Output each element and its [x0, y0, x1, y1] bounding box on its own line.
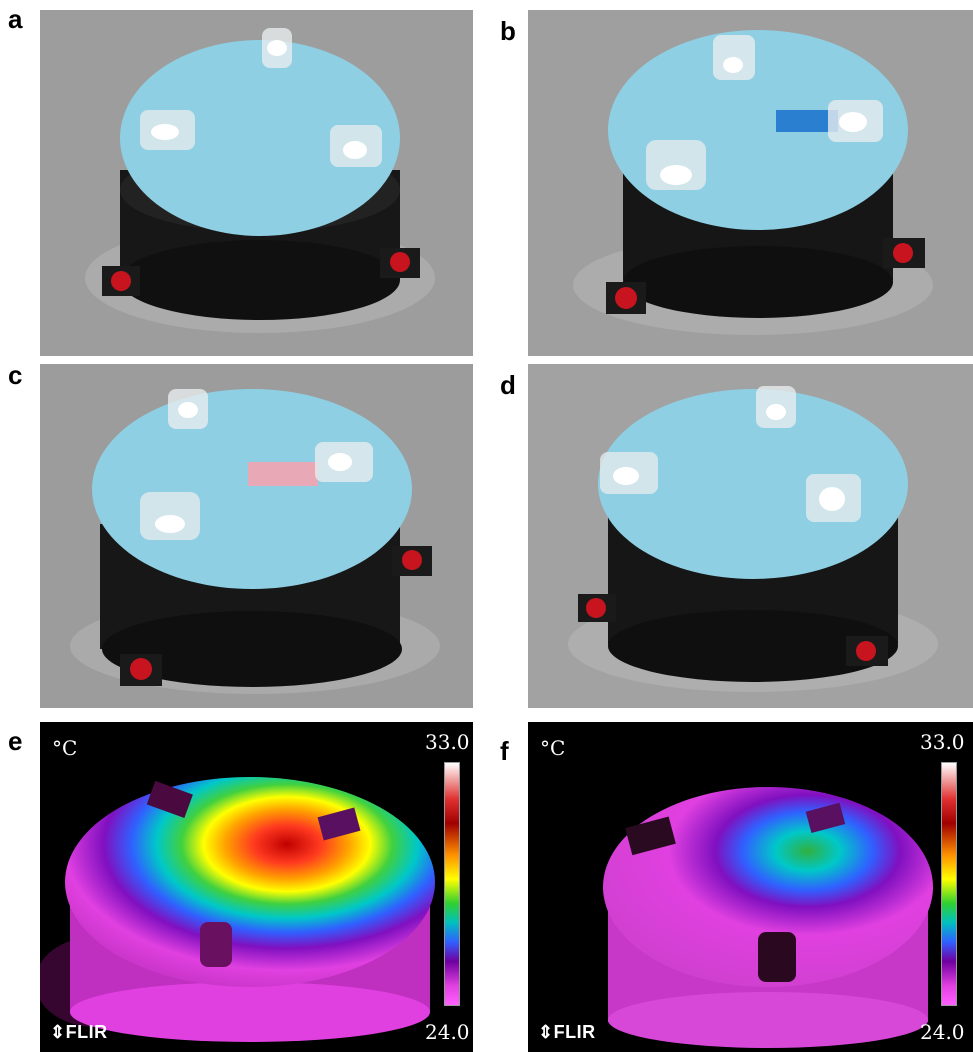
panel-label-c: c [8, 360, 23, 390]
dish-photo-b [528, 10, 973, 356]
panel-label-b: b [500, 16, 516, 46]
scale-min-f: 24.0 [920, 1020, 965, 1044]
colorbar-e [444, 762, 460, 1006]
thermal-image-f: °C 33.0 24.0 ⇕FLIR [528, 722, 973, 1052]
scale-min-e: 24.0 [425, 1020, 470, 1044]
flir-logo-e: ⇕FLIR [50, 1022, 108, 1042]
scale-max-e: 33.0 [425, 730, 470, 754]
panel-label-a: a [8, 4, 23, 34]
panel-label-e: e [8, 726, 23, 756]
flir-icon: ⇕ [50, 1022, 66, 1042]
panel-label-f: f [500, 736, 509, 766]
photo-a [40, 10, 473, 356]
dish-photo-c [40, 364, 473, 708]
thermal-dish-f [528, 722, 973, 1052]
photo-d [528, 364, 973, 708]
thermal-image-e: °C 33.0 24.0 ⇕FLIR [40, 722, 473, 1052]
unit-label-f: °C [540, 736, 566, 760]
flir-icon: ⇕ [538, 1022, 554, 1042]
dish-photo-a [40, 10, 473, 356]
panel-label-d: d [500, 370, 516, 400]
thermal-dish-e [40, 722, 473, 1052]
colorbar-f [941, 762, 957, 1006]
flir-logo-f: ⇕FLIR [538, 1022, 596, 1042]
unit-label-e: °C [52, 736, 78, 760]
dish-photo-d [528, 364, 973, 708]
photo-b [528, 10, 973, 356]
photo-c [40, 364, 473, 708]
scale-max-f: 33.0 [920, 730, 965, 754]
